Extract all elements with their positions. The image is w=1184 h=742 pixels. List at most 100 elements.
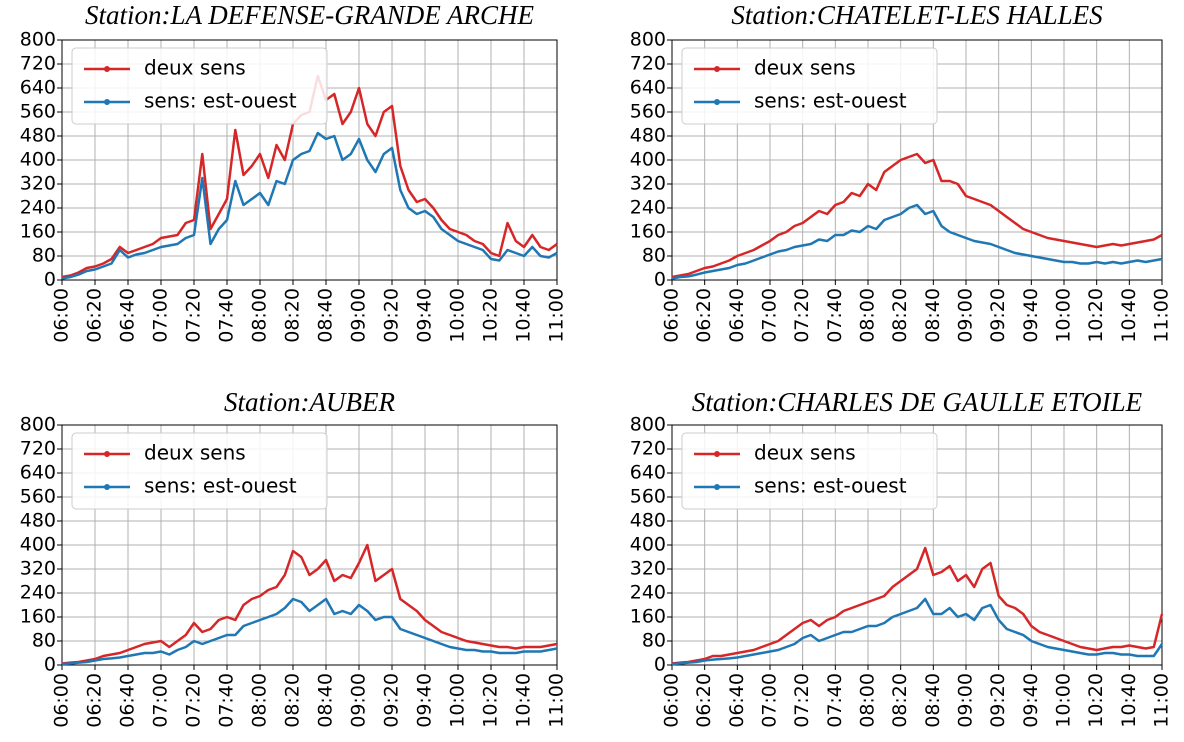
- y-tick-label: 240: [630, 582, 666, 604]
- plot-frame: [61, 424, 558, 666]
- y-tick-label: 400: [630, 149, 666, 171]
- y-tick-label: 240: [630, 197, 666, 219]
- x-tick-label: 10:00: [1053, 673, 1075, 728]
- y-tick-label: 0: [44, 269, 56, 291]
- y-tick-label: 800: [20, 414, 56, 436]
- x-tick-label: 07:20: [183, 288, 205, 343]
- series-line: [61, 131, 558, 280]
- y-tick-label: 80: [642, 630, 666, 652]
- x-tick-label: 10:20: [480, 288, 502, 343]
- x-tick-label: 09:40: [1020, 288, 1042, 343]
- y-tick-label: 720: [20, 438, 56, 460]
- x-tick-label: 09:20: [381, 673, 403, 728]
- x-tick-label: 09:00: [955, 288, 977, 343]
- y-tick-label: 240: [20, 197, 56, 219]
- chart-title: Station:CHARLES DE GAULLE ETOILE: [692, 387, 1143, 417]
- legend-label: sens: est-ouest: [754, 474, 907, 498]
- x-tick-label: 09:20: [987, 288, 1009, 343]
- legend-label: deux sens: [754, 56, 856, 80]
- y-tick-label: 160: [630, 221, 666, 243]
- x-tick-label: 06:00: [51, 673, 73, 728]
- x-tick-label: 07:20: [183, 673, 205, 728]
- x-tick-label: 06:00: [661, 288, 683, 343]
- x-tick-label: 09:20: [381, 288, 403, 343]
- legend-box: [681, 47, 938, 125]
- x-tick-label: 06:40: [726, 673, 748, 728]
- y-tick-label: 800: [20, 29, 56, 51]
- legend-box: [71, 47, 328, 125]
- legend-label: deux sens: [144, 441, 246, 465]
- x-tick-label: 08:40: [315, 673, 337, 728]
- x-tick-label: 08:00: [857, 673, 879, 728]
- y-tick-label: 0: [44, 654, 56, 676]
- x-tick-label: 10:40: [513, 673, 535, 728]
- y-tick-label: 240: [20, 582, 56, 604]
- x-tick-label: 06:20: [693, 673, 715, 728]
- y-tick-label: 400: [20, 149, 56, 171]
- chart-title: Station:LA DEFENSE-GRANDE ARCHE: [85, 0, 534, 30]
- legend-marker: [714, 484, 720, 490]
- y-tick-label: 320: [630, 173, 666, 195]
- y-tick-label: 480: [20, 125, 56, 147]
- x-tick-label: 10:40: [1118, 673, 1140, 728]
- series-line: [671, 546, 1164, 665]
- chart-title: Station:AUBER: [224, 387, 395, 417]
- x-tick-label: 11:00: [546, 673, 568, 728]
- x-tick-label: 07:00: [150, 673, 172, 728]
- y-tick-label: 560: [630, 101, 666, 123]
- series-line: [671, 152, 1163, 279]
- x-tick-label: 08:00: [249, 288, 271, 343]
- plot-frame: [61, 39, 558, 281]
- x-tick-label: 09:00: [955, 673, 977, 728]
- y-tick-label: 480: [630, 125, 666, 147]
- y-tick-label: 160: [630, 606, 666, 628]
- x-tick-label: 08:40: [315, 288, 337, 343]
- x-tick-label: 07:00: [759, 673, 781, 728]
- x-tick-label: 07:20: [791, 673, 813, 728]
- x-tick-label: 09:40: [414, 673, 436, 728]
- x-tick-label: 10:00: [1053, 288, 1075, 343]
- y-tick-label: 800: [630, 414, 666, 436]
- series-line: [671, 203, 1163, 280]
- x-tick-label: 09:20: [987, 673, 1009, 728]
- x-tick-label: 10:20: [1085, 288, 1107, 343]
- y-tick-label: 640: [20, 462, 56, 484]
- legend-label: deux sens: [754, 441, 856, 465]
- x-tick-label: 08:20: [889, 673, 911, 728]
- x-tick-label: 06:20: [84, 673, 106, 728]
- legend-marker: [714, 66, 720, 72]
- x-tick-label: 06:40: [117, 673, 139, 728]
- y-tick-label: 320: [20, 173, 56, 195]
- legend-marker: [714, 99, 720, 105]
- x-tick-label: 10:20: [1085, 673, 1107, 728]
- x-tick-label: 07:40: [824, 288, 846, 343]
- y-tick-label: 720: [630, 53, 666, 75]
- x-tick-label: 11:00: [1151, 673, 1173, 728]
- x-tick-label: 06:20: [693, 288, 715, 343]
- x-tick-label: 08:40: [922, 288, 944, 343]
- x-tick-label: 11:00: [1151, 288, 1173, 343]
- legend-box: [681, 432, 938, 510]
- x-tick-label: 09:40: [1020, 673, 1042, 728]
- x-tick-label: 07:40: [824, 673, 846, 728]
- x-tick-label: 09:40: [414, 288, 436, 343]
- legend-box: [71, 432, 328, 510]
- legend-label: sens: est-ouest: [754, 89, 907, 113]
- y-tick-label: 480: [630, 510, 666, 532]
- series-line: [671, 597, 1164, 666]
- x-tick-label: 06:20: [84, 288, 106, 343]
- y-tick-label: 560: [630, 486, 666, 508]
- x-tick-label: 10:00: [447, 673, 469, 728]
- x-tick-label: 06:00: [661, 673, 683, 728]
- x-tick-label: 07:20: [791, 288, 813, 343]
- x-tick-label: 06:00: [51, 288, 73, 343]
- plot-frame: [671, 424, 1163, 666]
- legend-marker: [104, 66, 110, 72]
- x-tick-label: 07:00: [759, 288, 781, 343]
- y-tick-label: 720: [20, 53, 56, 75]
- y-tick-label: 560: [20, 101, 56, 123]
- y-tick-label: 0: [654, 654, 666, 676]
- legend-label: sens: est-ouest: [144, 474, 297, 498]
- y-tick-label: 320: [20, 558, 56, 580]
